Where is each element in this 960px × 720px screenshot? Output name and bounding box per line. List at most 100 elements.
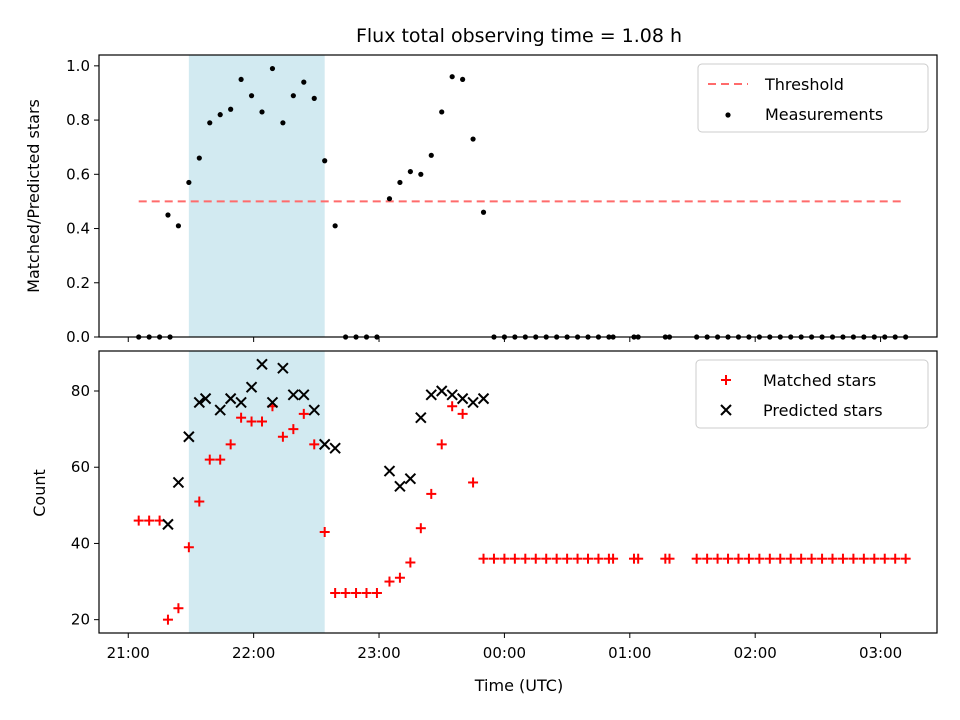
bot-y-tick-label: 20 (71, 611, 90, 629)
matched-star-point (361, 587, 372, 598)
measurement-point (259, 109, 265, 115)
x-tick-label: 21:00 (107, 644, 150, 662)
matched-star-point (572, 553, 583, 564)
predicted-star-point (214, 404, 226, 416)
matched-star-point (733, 553, 744, 564)
matched-star-point (743, 553, 754, 564)
measurement-point (175, 223, 182, 229)
matched-star-point (277, 431, 288, 442)
legend-measurements-label: Measurements (765, 105, 883, 124)
predicted-star-point (329, 442, 341, 454)
matched-star-point (509, 553, 520, 564)
bottom-shaded-region (188, 351, 325, 633)
predicted-star-point (415, 411, 427, 424)
legend-matched-marker (721, 375, 731, 385)
legend-predicted-glyph (720, 404, 732, 416)
predicted-star-point (383, 465, 396, 477)
matched-star-point (764, 553, 775, 564)
top-legend-box (697, 63, 929, 133)
matched-star-point (712, 553, 723, 564)
measurement-point (186, 179, 192, 186)
matched-star-point (319, 527, 330, 538)
matched-star-point (499, 553, 510, 564)
matched-star-point (723, 553, 734, 564)
x-tick-label: 01:00 (608, 644, 651, 662)
predicted-star-point (172, 476, 185, 489)
predicted-star-point (467, 396, 479, 409)
x-tick-label: 02:00 (734, 644, 777, 662)
predicted-star-point (404, 472, 417, 485)
matched-star-point (257, 416, 268, 427)
predicted-star-point (235, 396, 247, 409)
legend-measurements-marker (725, 112, 731, 118)
measurement-point (322, 158, 328, 164)
matched-star-point (827, 553, 838, 564)
matched-star-point (775, 553, 786, 564)
x-tick-label: 03:00 (859, 644, 902, 662)
matched-star-point (405, 557, 416, 568)
top-y-tick-label: 0.0 (66, 328, 90, 346)
matched-star-point (664, 553, 675, 564)
measurement-point (332, 223, 338, 229)
measurement-point (386, 196, 393, 202)
measurement-point (397, 179, 403, 186)
matched-star-point (173, 603, 184, 614)
predicted-star-point (193, 396, 206, 409)
matched-star-point (194, 496, 205, 507)
x-axis-label: Time (UTC) (474, 676, 563, 695)
legend-threshold-label: Threshold (764, 75, 844, 94)
matched-star-point (754, 553, 765, 564)
matched-star-point (183, 542, 194, 553)
matched-star-point (215, 454, 226, 465)
matched-star-point (869, 553, 880, 564)
bottom-axes-frame (98, 350, 938, 634)
predicted-star-point (199, 392, 212, 405)
matched-star-point (133, 515, 144, 526)
measurement-point (407, 168, 413, 175)
matched-star-point (593, 553, 604, 564)
matched-star-point (837, 553, 848, 564)
matched-star-point (384, 576, 395, 587)
measurement-point (248, 93, 255, 99)
measurement-point (311, 95, 317, 101)
top-shaded-region (188, 55, 325, 337)
top-y-ticks: 0.0 0.2 0.4 0.6 0.8 1.0 (66, 57, 99, 346)
top-panel: Flux total observing time = 1.08 h 0.00.… (24, 25, 938, 346)
matched-star-point (879, 553, 890, 564)
matched-star-point (583, 553, 594, 564)
matched-star-point (457, 408, 468, 419)
predicted-star-point (298, 389, 310, 401)
matched-star-point (691, 553, 702, 564)
matched-star-point (796, 553, 807, 564)
top-y-tick-label: 1.0 (66, 57, 90, 75)
matched-star-point (551, 553, 562, 564)
bottom-marks (133, 358, 911, 625)
matched-star-point (340, 587, 351, 598)
bottom-legend: Matched stars Predicted stars (695, 359, 929, 429)
measurement-point (290, 93, 296, 99)
measurement-point (418, 171, 424, 177)
matched-star-point (204, 454, 215, 465)
matched-star-point (858, 553, 869, 564)
matched-star-point (702, 553, 713, 564)
measurement-point (269, 65, 276, 72)
predicted-star-point (266, 396, 279, 409)
matched-star-point (246, 416, 257, 427)
measurement-point (301, 79, 307, 85)
matched-star-point (351, 587, 362, 598)
predicted-star-point (477, 392, 490, 405)
measurement-point (460, 76, 466, 83)
predicted-star-point (425, 389, 437, 401)
top-axes-frame (98, 54, 938, 338)
bottom-x-ticks: 21:00 22:00 23:00 00:00 01:00 02:00 03:00 (107, 633, 902, 662)
top-y-tick-label: 0.8 (66, 111, 90, 129)
bottom-y-axis-label: Count (30, 469, 49, 517)
predicted-star-point (308, 404, 320, 416)
measurement-point (439, 109, 445, 115)
measurement-point (470, 136, 476, 142)
predicted-star-point (394, 480, 406, 492)
measurement-point (207, 120, 213, 126)
matched-star-point (468, 477, 479, 488)
measurement-point (480, 209, 487, 215)
